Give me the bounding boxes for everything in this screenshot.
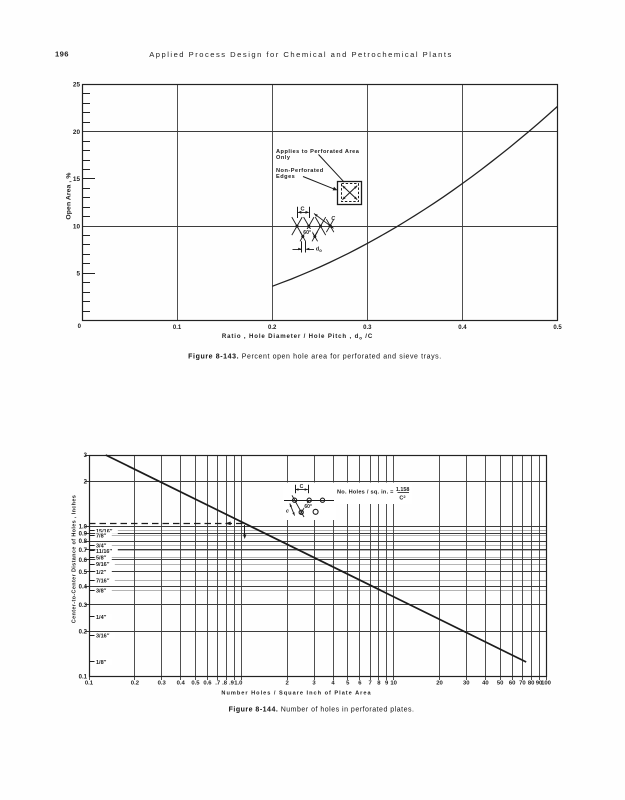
svg-text:10: 10: [73, 223, 81, 230]
svg-text:0: 0: [78, 324, 82, 330]
svg-text:1/8″: 1/8″: [96, 660, 107, 666]
svg-text:Non-Perforated: Non-Perforated: [276, 168, 324, 174]
svg-text:0.2: 0.2: [131, 681, 140, 687]
svg-text:25: 25: [73, 82, 81, 89]
svg-text:3: 3: [84, 453, 88, 459]
svg-text:80: 80: [528, 681, 535, 687]
svg-text:9/16″: 9/16″: [96, 562, 110, 568]
svg-text:0.2: 0.2: [268, 325, 277, 331]
svg-text:do: do: [316, 247, 322, 253]
svg-text:Figure 8-144. Number of holes: Figure 8-144. Number of holes in perfora…: [229, 707, 415, 714]
svg-text:0.5: 0.5: [191, 681, 200, 687]
svg-text:100: 100: [541, 681, 552, 687]
svg-text:Number Holes / Square Inch of: Number Holes / Square Inch of Plate Area: [221, 691, 371, 697]
svg-text:2: 2: [286, 681, 290, 687]
svg-text:Open Area , %: Open Area , %: [66, 172, 73, 219]
svg-text:0.4: 0.4: [177, 681, 186, 687]
svg-text:7: 7: [368, 681, 372, 687]
svg-text:196: 196: [55, 50, 69, 59]
svg-text:0.9: 0.9: [79, 532, 88, 538]
svg-text:No. Holes / sq. in. =: No. Holes / sq. in. =: [337, 490, 394, 496]
svg-text:90: 90: [536, 681, 543, 687]
svg-text:40: 40: [482, 681, 489, 687]
svg-text:60°: 60°: [304, 504, 312, 510]
svg-text:0.6: 0.6: [203, 681, 212, 687]
svg-text:5: 5: [76, 271, 80, 278]
svg-text:0.5: 0.5: [553, 325, 562, 331]
svg-text:Ratio , Hole Diameter / Hole P: Ratio , Hole Diameter / Hole Pitch , do …: [222, 333, 373, 341]
svg-text:Applied Process Design for Che: Applied Process Design for Chemical and …: [149, 50, 453, 59]
svg-text:7/8″: 7/8″: [96, 533, 107, 539]
svg-text:C2: C2: [399, 494, 406, 502]
svg-text:0.7: 0.7: [79, 548, 88, 554]
svg-text:60°: 60°: [303, 230, 311, 236]
svg-text:0.2: 0.2: [79, 630, 88, 636]
svg-text:0.8: 0.8: [79, 539, 88, 545]
svg-text:.8: .8: [222, 681, 228, 687]
svg-text:0.4: 0.4: [79, 584, 88, 590]
svg-text:0.4: 0.4: [458, 325, 467, 331]
svg-text:0.6: 0.6: [79, 558, 88, 564]
svg-text:7/16″: 7/16″: [96, 579, 110, 585]
svg-text:60: 60: [509, 681, 516, 687]
svg-text:1.0: 1.0: [234, 681, 243, 687]
svg-text:2: 2: [84, 480, 88, 486]
svg-text:6: 6: [358, 681, 362, 687]
svg-text:0.3: 0.3: [79, 603, 88, 609]
svg-text:C: C: [300, 484, 304, 490]
svg-text:5: 5: [346, 681, 350, 687]
svg-text:1.158: 1.158: [396, 487, 410, 493]
svg-text:Applies to Perforated Area: Applies to Perforated Area: [276, 149, 360, 155]
svg-text:30: 30: [463, 681, 470, 687]
svg-text:c: c: [286, 509, 289, 515]
svg-text:70: 70: [519, 681, 526, 687]
svg-text:10: 10: [390, 681, 397, 687]
svg-text:0.5: 0.5: [79, 570, 88, 576]
svg-text:3: 3: [312, 681, 316, 687]
svg-text:1/2″: 1/2″: [96, 570, 107, 576]
svg-text:0.1: 0.1: [173, 325, 182, 331]
svg-text:1/4″: 1/4″: [96, 615, 107, 621]
svg-text:Only: Only: [276, 155, 291, 161]
svg-text:15: 15: [73, 176, 81, 183]
svg-text:Edges: Edges: [276, 174, 295, 180]
svg-text:Figure 8-143. Percent open hol: Figure 8-143. Percent open hole area for…: [188, 354, 442, 361]
svg-text:20: 20: [436, 681, 443, 687]
svg-text:3/16″: 3/16″: [96, 634, 110, 640]
svg-text:8: 8: [377, 681, 381, 687]
svg-text:0.1: 0.1: [85, 681, 94, 687]
svg-text:3/8″: 3/8″: [96, 589, 107, 595]
svg-text:0.3: 0.3: [363, 325, 372, 331]
svg-text:.7: .7: [215, 681, 221, 687]
svg-text:Center-to-Center Distance of: Center-to-Center Distance of Holes , Inc…: [72, 495, 78, 623]
svg-text:1.0: 1.0: [79, 525, 88, 531]
svg-text:5/8″: 5/8″: [96, 555, 107, 561]
svg-text:15/16″: 15/16″: [96, 529, 113, 535]
svg-text:50: 50: [497, 681, 504, 687]
svg-text:20: 20: [73, 129, 81, 136]
svg-text:4: 4: [331, 681, 335, 687]
svg-text:0.3: 0.3: [158, 681, 167, 687]
svg-text:9: 9: [385, 681, 389, 687]
svg-text:3/4″: 3/4″: [96, 543, 107, 549]
svg-text:C: C: [331, 216, 335, 222]
svg-text:C: C: [300, 206, 304, 212]
svg-text:11/16″: 11/16″: [96, 549, 112, 555]
svg-text:.9: .9: [229, 681, 235, 687]
svg-text:0.1: 0.1: [79, 675, 88, 681]
